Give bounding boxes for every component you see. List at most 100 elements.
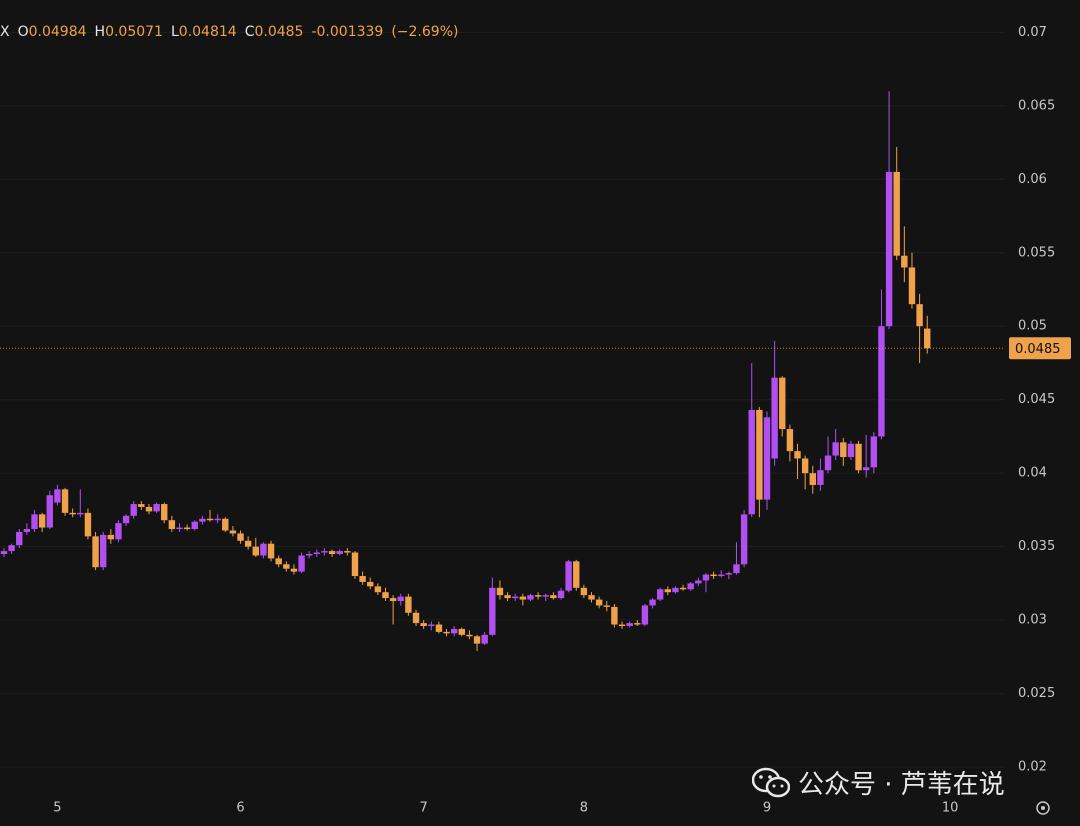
y-tick-label: 0.055 [1018, 245, 1055, 260]
candle-body [275, 558, 282, 565]
symbol: X [0, 24, 10, 40]
candle-body [77, 512, 84, 515]
candle-body [351, 552, 359, 577]
ohlc-key: O [17, 24, 29, 40]
candle-body [763, 417, 771, 500]
candle-body [229, 530, 237, 534]
candle-body [168, 520, 176, 530]
candle-body [512, 596, 519, 599]
candle-body [405, 596, 412, 613]
candle-body [161, 504, 168, 521]
y-tick-label: 0.045 [1018, 392, 1055, 407]
candle-body [847, 443, 855, 458]
candle-body [878, 326, 885, 437]
candle-body [901, 255, 908, 268]
candle-body [557, 590, 565, 599]
y-tick-label: 0.03 [1018, 613, 1047, 628]
candle-body [46, 495, 53, 528]
candle-body [649, 599, 656, 606]
candle-body [832, 442, 839, 456]
candle-body [573, 561, 580, 588]
candle-body [504, 595, 511, 599]
candle-body [92, 536, 99, 568]
candle-body [420, 623, 427, 627]
candle-body [344, 551, 351, 553]
candle-body [359, 576, 366, 582]
candle-body [69, 512, 76, 515]
y-tick-label: 0.02 [1018, 760, 1047, 775]
y-tick-label: 0.025 [1018, 686, 1055, 701]
candle-body [603, 605, 610, 607]
settings-icon-core [1041, 806, 1045, 810]
candle-body [710, 574, 717, 577]
candle-body [695, 580, 702, 584]
candle-body [611, 606, 618, 625]
candle-body [237, 533, 244, 541]
candle-body [809, 473, 816, 485]
candle-body [466, 634, 473, 637]
candle-body [496, 587, 504, 596]
candle-body [489, 587, 496, 635]
candle-body [519, 596, 527, 600]
ohlc-key: C [244, 24, 255, 40]
candle-body [336, 551, 343, 555]
candle-body [267, 543, 275, 559]
ohlc-value: 0.05071 [105, 24, 163, 40]
candle-body [122, 515, 130, 524]
x-tick-label: 9 [763, 801, 771, 816]
ohlc-key: H [94, 24, 106, 40]
candle-body [99, 534, 107, 568]
candle-body [84, 512, 92, 537]
candle-body [794, 451, 801, 459]
candle-body [54, 489, 61, 503]
x-tick-label: 7 [420, 801, 428, 816]
candle-body [382, 592, 389, 599]
candle-body [0, 551, 8, 555]
watermark: 公众号 · 芦苇在说 [752, 764, 1005, 801]
x-tick-label: 10 [942, 801, 959, 816]
candle-body [374, 586, 382, 593]
candle-body [443, 631, 450, 634]
candle-body [450, 628, 458, 634]
change-percent: (−2.69%) [391, 24, 459, 40]
candle-body [206, 518, 214, 521]
y-tick-label: 0.05 [1018, 319, 1047, 334]
candle-body [367, 581, 374, 587]
candle-body [924, 328, 931, 349]
y-tick-label: 0.035 [1018, 539, 1055, 554]
candle-body [435, 624, 443, 632]
candle-body [283, 564, 290, 569]
candle-body [306, 554, 313, 556]
candle-body [656, 589, 664, 600]
candle-body [38, 514, 46, 528]
candle-body [779, 377, 786, 430]
candle-body [588, 595, 595, 600]
y-tick-label: 0.065 [1018, 98, 1055, 113]
settings-icon[interactable] [1036, 801, 1050, 815]
candle-body [565, 561, 572, 591]
candle-body [31, 514, 38, 530]
candle-body [542, 595, 549, 597]
candle-body [145, 506, 153, 512]
candle-body [771, 377, 778, 459]
watermark-text: 公众号 · 芦苇在说 [798, 770, 1005, 800]
candle-body [153, 504, 160, 512]
candle-body [412, 612, 420, 624]
wechat-icon [752, 767, 790, 797]
ohlc-value: 0.0485 [254, 24, 304, 40]
ohlc-header: X O0.04984 H0.05071 L0.04814 C0.0485 -0.00133… [0, 24, 458, 40]
candle-body [222, 518, 229, 531]
candle-body [786, 429, 794, 452]
candle-body [580, 587, 588, 596]
candle-body [397, 596, 404, 602]
candle-body [672, 587, 679, 593]
candle-body [8, 545, 15, 552]
candle-body [298, 555, 305, 572]
candle-body [244, 540, 252, 547]
candle-body [458, 628, 465, 635]
candle-body [733, 564, 740, 574]
candle-body [191, 521, 198, 530]
candle-body [740, 514, 748, 565]
candle-body [756, 409, 763, 500]
